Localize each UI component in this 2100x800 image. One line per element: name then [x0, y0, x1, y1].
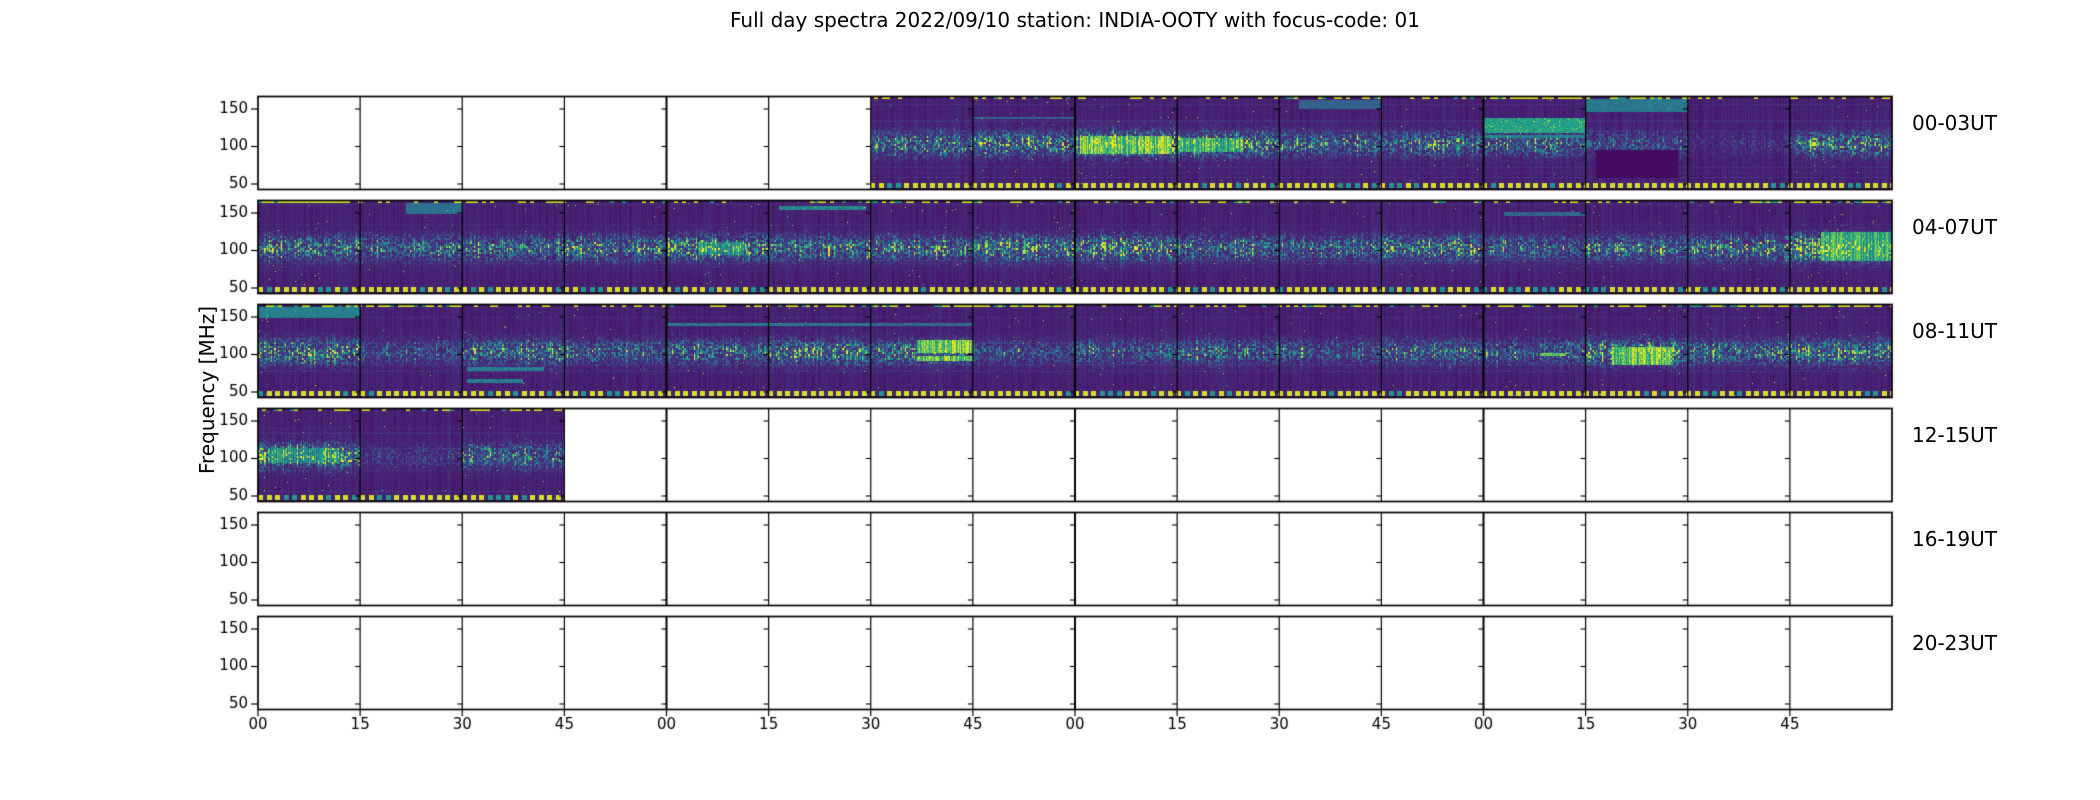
y-axis-label: Frequency [MHz] [195, 305, 219, 475]
row-label-00-03ut: 00-03UT [1912, 111, 1997, 135]
row-label-16-19ut: 16-19UT [1912, 527, 1997, 551]
figure-title: Full day spectra 2022/09/10 station: IND… [730, 8, 1420, 32]
row-label-04-07ut: 04-07UT [1912, 215, 1997, 239]
row-label-08-11ut: 08-11UT [1912, 319, 1997, 343]
row-label-12-15ut: 12-15UT [1912, 423, 1997, 447]
row-label-20-23ut: 20-23UT [1912, 631, 1997, 655]
